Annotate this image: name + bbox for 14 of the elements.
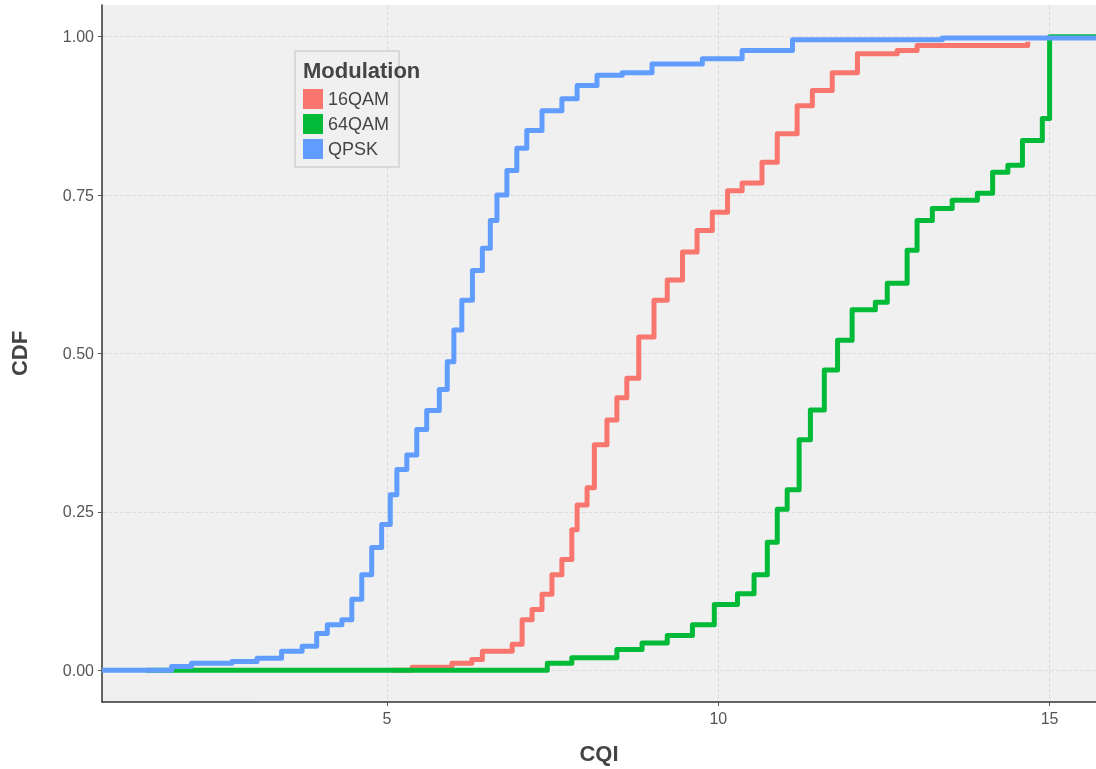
x-tick-label: 15 (1040, 709, 1059, 727)
legend-title: Modulation (303, 57, 421, 83)
y-tick-label: 1.00 (62, 28, 95, 46)
y-tick-label: 0.25 (62, 503, 95, 521)
x-tick-label: 10 (709, 709, 728, 727)
y-tick-label: 0.75 (62, 186, 95, 204)
x-tick-label: 5 (382, 709, 392, 727)
legend-label: 64QAM (328, 114, 390, 134)
y-axis-title: CDF (6, 330, 32, 377)
y-tick-label: 0.00 (62, 661, 95, 679)
y-tick-label: 0.50 (62, 345, 95, 362)
x-axis-title: CQI (579, 740, 619, 766)
legend-label: 16QAM (328, 89, 390, 109)
legend-label: QPSK (328, 139, 379, 159)
